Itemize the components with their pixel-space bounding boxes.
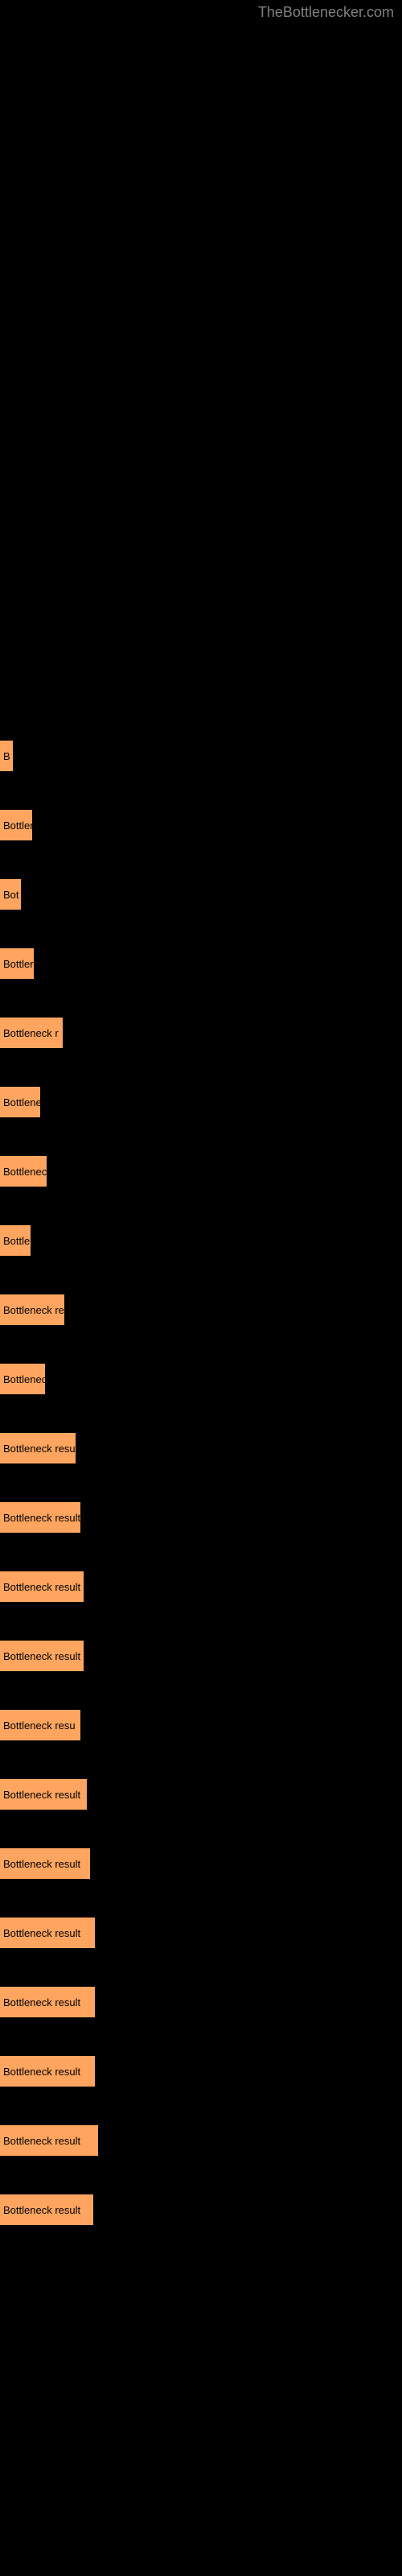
bar-row: Bottleneck result [0,1918,402,1948]
bar-row: Bottleneck result [0,1641,402,1671]
bar-15: Bottleneck result [0,1779,87,1810]
bar-1: Bottlen [0,810,32,840]
bar-7: Bottle [0,1225,31,1256]
watermark-text: TheBottlenecker.com [258,4,394,21]
bar-row: Bottleneck result [0,2125,402,2156]
bar-row: Bottlen [0,810,402,840]
bar-row: Bottleneck r [0,1018,402,1048]
bar-17: Bottleneck result [0,1918,95,1948]
bar-row: Bottleneck result [0,2194,402,2225]
bar-row: Bottleneck result [0,1848,402,1879]
bar-4: Bottleneck r [0,1018,63,1048]
bar-18: Bottleneck result [0,1987,95,2017]
bar-row: Bottleneck result [0,1571,402,1602]
bar-0: B [0,741,13,771]
bar-row: Bottleneck resu [0,1710,402,1740]
bar-9: Bottlenec [0,1364,45,1394]
bar-row: Bottleneck re [0,1294,402,1325]
bar-20: Bottleneck result [0,2125,98,2156]
bar-row: Bottleneck result [0,1779,402,1810]
bar-chart: B Bottlen Bot Bottlen Bottleneck r Bottl… [0,0,402,2225]
bar-row: B [0,741,402,771]
bar-14: Bottleneck resu [0,1710,80,1740]
bar-2: Bot [0,879,21,910]
bar-row: Bottlenec [0,1364,402,1394]
bar-row: Bottleneck [0,1156,402,1187]
bar-21: Bottleneck result [0,2194,93,2225]
bar-row: Bottleneck result [0,1987,402,2017]
bar-row: Bottleneck result [0,1502,402,1533]
bar-8: Bottleneck re [0,1294,64,1325]
bar-6: Bottleneck [0,1156,47,1187]
bar-row: Bottlene [0,1087,402,1117]
bar-19: Bottleneck result [0,2056,95,2087]
bar-3: Bottlen [0,948,34,979]
bar-10: Bottleneck resul [0,1433,76,1463]
bar-row: Bottlen [0,948,402,979]
bar-row: Bottleneck result [0,2056,402,2087]
bar-11: Bottleneck result [0,1502,80,1533]
bar-12: Bottleneck result [0,1571,84,1602]
bar-13: Bottleneck result [0,1641,84,1671]
bar-row: Bottle [0,1225,402,1256]
bar-16: Bottleneck result [0,1848,90,1879]
bar-row: Bottleneck resul [0,1433,402,1463]
bar-5: Bottlene [0,1087,40,1117]
bar-row: Bot [0,879,402,910]
